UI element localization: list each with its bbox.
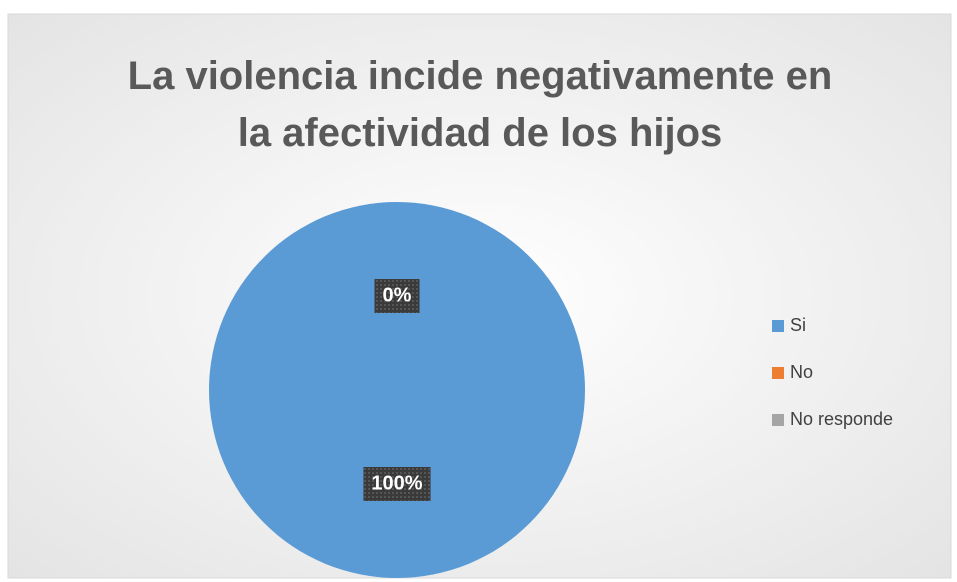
legend-swatch	[772, 320, 784, 332]
legend-label: No	[790, 362, 813, 382]
legend-swatch	[772, 367, 784, 379]
chart-title: La violencia incide negativamente en la a…	[128, 54, 833, 155]
data-label-box	[374, 279, 420, 313]
data-label-box	[363, 467, 431, 501]
legend-label: Si	[790, 315, 806, 335]
data-label: 0%	[383, 284, 412, 306]
legend-label: No responde	[790, 409, 893, 429]
legend-swatch	[772, 414, 784, 426]
data-label: 100%	[371, 472, 422, 494]
pie-slice	[209, 202, 585, 578]
